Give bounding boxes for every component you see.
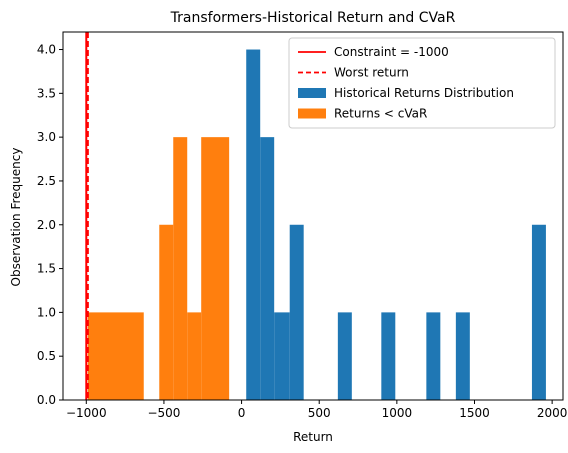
y-tick-label: 2.0 — [37, 218, 56, 232]
bar-historical — [381, 312, 395, 400]
bar-historical — [456, 312, 470, 400]
y-tick-label: 2.5 — [37, 174, 56, 188]
bar-historical — [338, 312, 352, 400]
x-tick-label: 1000 — [382, 406, 413, 420]
x-tick-label: −500 — [147, 406, 180, 420]
bar-historical — [274, 312, 290, 400]
legend: Constraint = -1000 Worst return Historical… — [289, 38, 555, 128]
legend-swatch — [298, 109, 326, 119]
x-axis: −1000 −500 0 500 1000 1500 2000 — [66, 400, 567, 420]
bar-historical — [532, 225, 546, 400]
bar-historical — [426, 312, 440, 400]
x-axis-label: Return — [293, 430, 333, 444]
bar-cvar — [88, 312, 144, 400]
y-tick-label: 1.0 — [37, 305, 56, 319]
y-axis: 0.0 0.5 1.0 1.5 2.0 2.5 3.0 3.5 4.0 — [37, 43, 63, 407]
legend-label: Constraint = -1000 — [334, 45, 449, 59]
y-tick-label: 0.0 — [37, 393, 56, 407]
bar-cvar — [173, 137, 187, 400]
x-tick-label: 0 — [238, 406, 246, 420]
y-tick-label: 0.5 — [37, 349, 56, 363]
x-tick-label: 1500 — [459, 406, 490, 420]
bar-cvar — [159, 225, 173, 400]
bar-historical — [290, 225, 304, 400]
bar-cvar — [201, 137, 229, 400]
x-tick-label: −1000 — [66, 406, 107, 420]
legend-label: Returns < cVaR — [334, 107, 427, 121]
y-axis-label: Observation Frequency — [9, 148, 23, 287]
y-tick-label: 1.5 — [37, 262, 56, 276]
legend-label: Worst return — [334, 66, 409, 80]
chart-title: Transformers-Historical Return and CVaR — [170, 10, 456, 26]
y-tick-label: 3.0 — [37, 130, 56, 144]
y-tick-label: 3.5 — [37, 86, 56, 100]
bar-historical — [246, 50, 260, 400]
bar-historical — [260, 137, 274, 400]
legend-label: Historical Returns Distribution — [334, 86, 514, 100]
y-tick-label: 4.0 — [37, 43, 56, 57]
legend-swatch — [298, 88, 326, 98]
bar-cvar — [187, 312, 201, 400]
x-tick-label: 500 — [308, 406, 331, 420]
x-tick-label: 2000 — [537, 406, 568, 420]
